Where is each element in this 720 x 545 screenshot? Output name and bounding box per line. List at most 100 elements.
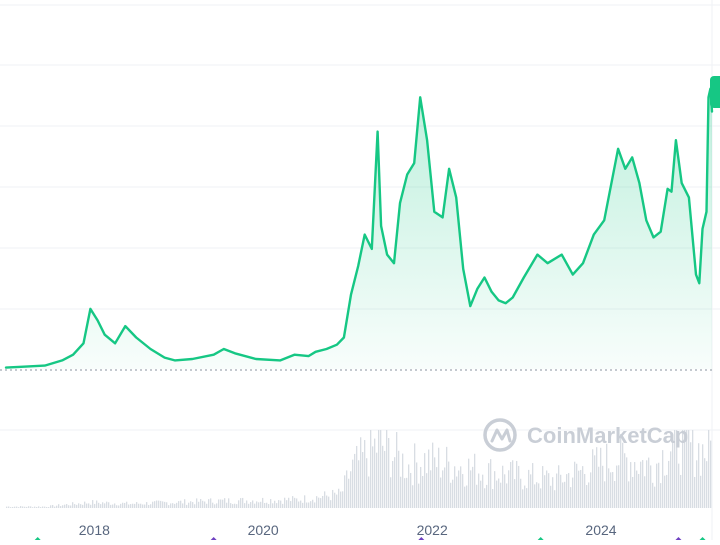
- volume-bar: [264, 502, 266, 508]
- coinmarketcap-logo-icon: [483, 418, 517, 452]
- volume-bar: [572, 477, 574, 508]
- volume-bar: [648, 457, 650, 508]
- volume-bar: [308, 502, 310, 508]
- volume-bar: [598, 466, 600, 508]
- volume-bar: [612, 472, 614, 508]
- volume-bar: [350, 471, 352, 508]
- volume-bar: [646, 460, 648, 508]
- volume-bar: [436, 467, 438, 508]
- volume-bar: [134, 503, 136, 508]
- volume-bar: [544, 475, 546, 508]
- volume-bar: [424, 453, 426, 508]
- volume-bar: [706, 461, 708, 508]
- volume-bar: [38, 506, 40, 508]
- volume-bar: [354, 453, 356, 508]
- volume-bar: [170, 503, 172, 508]
- volume-bar: [126, 501, 128, 508]
- volume-bar: [74, 504, 76, 508]
- volume-bar: [334, 492, 336, 508]
- volume-bar: [526, 488, 528, 508]
- volume-bar: [404, 478, 406, 508]
- volume-bar: [326, 495, 328, 508]
- volume-bar: [514, 479, 516, 508]
- volume-bars: [6, 430, 712, 508]
- volume-bar: [418, 483, 420, 508]
- volume-bar: [242, 497, 244, 508]
- volume-bar: [640, 461, 642, 508]
- volume-bar: [678, 463, 680, 508]
- volume-bar: [102, 502, 104, 508]
- volume-bar: [94, 503, 96, 508]
- volume-bar: [340, 491, 342, 508]
- volume-bar: [446, 446, 448, 508]
- volume-bar: [644, 476, 646, 508]
- volume-bar: [218, 499, 220, 508]
- volume-bar: [374, 438, 376, 508]
- volume-bar: [466, 485, 468, 508]
- volume-bar: [620, 433, 622, 508]
- volume-bar: [202, 500, 204, 508]
- volume-bar: [382, 445, 384, 508]
- volume-bar: [704, 458, 706, 508]
- volume-bar: [468, 458, 470, 508]
- volume-bar: [180, 500, 182, 508]
- volume-bar: [176, 502, 178, 508]
- volume-bar: [106, 501, 108, 508]
- volume-bar: [150, 504, 152, 508]
- volume-bar: [138, 503, 140, 508]
- volume-bar: [546, 470, 548, 508]
- volume-bar: [82, 504, 84, 508]
- volume-bar: [168, 505, 170, 508]
- volume-bar: [700, 475, 702, 508]
- volume-bar: [360, 437, 362, 508]
- volume-bar: [86, 503, 88, 508]
- volume-bar: [136, 502, 138, 508]
- volume-bar: [224, 498, 226, 508]
- volume-bar: [142, 504, 144, 508]
- volume-bar: [232, 504, 234, 508]
- volume-bar: [470, 470, 472, 508]
- volume-bar: [472, 466, 474, 508]
- volume-bar: [300, 500, 302, 508]
- volume-bar: [580, 469, 582, 508]
- volume-bar: [260, 501, 262, 508]
- volume-bar: [44, 506, 46, 508]
- volume-bar: [234, 503, 236, 508]
- volume-bar: [696, 460, 698, 508]
- volume-bar: [268, 504, 270, 508]
- current-price-tab[interactable]: [710, 76, 720, 108]
- volume-bar: [480, 480, 482, 508]
- volume-bar: [568, 473, 570, 508]
- volume-bar: [290, 501, 292, 508]
- volume-bar: [266, 502, 268, 508]
- volume-bar: [52, 504, 54, 508]
- volume-bar: [50, 505, 52, 508]
- volume-bar: [494, 471, 496, 508]
- volume-bar: [190, 501, 192, 508]
- volume-bar: [490, 459, 492, 508]
- volume-bar: [496, 480, 498, 508]
- volume-bar: [20, 506, 22, 508]
- volume-bar: [668, 460, 670, 508]
- volume-bar: [636, 470, 638, 508]
- volume-bar: [314, 502, 316, 508]
- volume-bar: [610, 472, 612, 508]
- volume-bar: [10, 507, 12, 508]
- volume-bar: [618, 465, 620, 508]
- price-series-line: [4, 87, 714, 369]
- volume-bar: [216, 503, 218, 508]
- price-line[interactable]: [4, 87, 714, 369]
- volume-bar: [356, 445, 358, 508]
- volume-bar: [394, 457, 396, 508]
- volume-bar: [586, 485, 588, 508]
- volume-bar: [710, 440, 712, 508]
- volume-bar: [270, 499, 272, 508]
- volume-bar: [48, 507, 50, 508]
- volume-bar: [558, 465, 560, 508]
- volume-bar: [184, 499, 186, 508]
- volume-bar: [430, 470, 432, 508]
- volume-bar: [226, 502, 228, 508]
- volume-bar: [454, 466, 456, 508]
- volume-bar: [292, 496, 294, 508]
